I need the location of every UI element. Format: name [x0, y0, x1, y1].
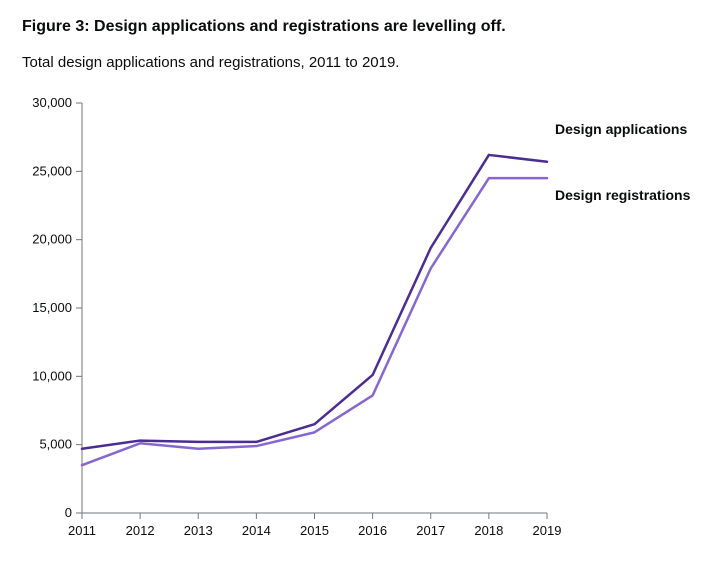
x-tick-label: 2014 — [242, 523, 271, 538]
x-tick-label: 2015 — [300, 523, 329, 538]
x-tick-label: 2018 — [474, 523, 503, 538]
figure-title: Figure 3: Design applications and regist… — [22, 18, 697, 36]
y-tick-label: 25,000 — [32, 163, 72, 178]
x-tick-label: 2011 — [68, 523, 96, 538]
series-label: Design registrations — [555, 187, 691, 203]
y-tick-label: 0 — [65, 505, 72, 520]
x-tick-label: 2013 — [184, 523, 213, 538]
y-tick-label: 5,000 — [39, 437, 72, 452]
y-tick-label: 30,000 — [32, 95, 72, 110]
y-tick-label: 10,000 — [32, 368, 72, 383]
figure-subtitle: Total design applications and registrati… — [22, 54, 697, 71]
x-tick-label: 2017 — [416, 523, 445, 538]
line-chart: 0 5,000 10,000 15,000 20,000 25,000 30,000 2011… — [22, 93, 697, 548]
series-label: Design applications — [555, 121, 687, 137]
x-tick-label: 2016 — [358, 523, 387, 538]
y-tick-label: 15,000 — [32, 300, 72, 315]
y-tick-label: 20,000 — [32, 232, 72, 247]
x-tick-label: 2012 — [126, 523, 155, 538]
chart-svg: 0 5,000 10,000 15,000 20,000 25,000 30,000 2011… — [22, 93, 697, 548]
x-tick-label: 2019 — [533, 523, 562, 538]
